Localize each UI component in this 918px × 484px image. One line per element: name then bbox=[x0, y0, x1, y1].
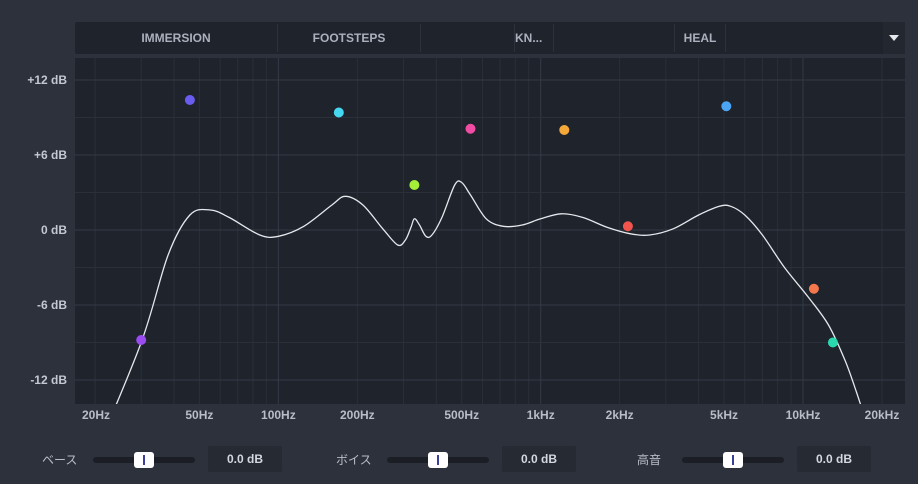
eq-response-curve bbox=[115, 180, 862, 404]
eq-graph[interactable] bbox=[75, 58, 905, 404]
x-label-50hz: 50Hz bbox=[185, 408, 214, 422]
y-label-minus6: -6 dB bbox=[37, 298, 67, 312]
bass-label: ベース bbox=[42, 453, 78, 467]
voice-slider[interactable] bbox=[387, 452, 489, 468]
tab-preset-3[interactable] bbox=[421, 24, 515, 52]
x-label-20khz: 20kHz bbox=[864, 408, 900, 422]
preset-dropdown-button[interactable] bbox=[883, 22, 905, 54]
eq-band-handle-4[interactable] bbox=[409, 180, 420, 190]
eq-band-handle-6[interactable] bbox=[559, 125, 570, 135]
tab-heal[interactable]: HEAL bbox=[675, 24, 726, 52]
x-label-1khz: 1kHz bbox=[526, 408, 555, 422]
x-label-5khz: 5kHz bbox=[710, 408, 739, 422]
eq-band-handle-2[interactable] bbox=[184, 95, 195, 105]
preset-tab-bar: IMMERSION FOOTSTEPS KN... HEAL bbox=[75, 22, 905, 54]
bass-value: 0.0 dB bbox=[208, 446, 282, 472]
tab-preset-7[interactable] bbox=[726, 24, 882, 52]
voice-value: 0.0 dB bbox=[502, 446, 576, 472]
voice-label: ボイス bbox=[336, 453, 372, 467]
eq-band-handle-10[interactable] bbox=[827, 337, 838, 348]
tab-footsteps[interactable]: FOOTSTEPS bbox=[278, 24, 421, 52]
x-label-2khz: 2kHz bbox=[605, 408, 634, 422]
tab-immersion[interactable]: IMMERSION bbox=[75, 24, 278, 52]
y-label-minus12: -12 dB bbox=[30, 373, 67, 387]
eq-band-handle-5[interactable] bbox=[465, 123, 476, 134]
eq-band-handle-3[interactable] bbox=[333, 107, 344, 118]
eq-band-handle-9[interactable] bbox=[808, 283, 819, 294]
eq-band-handle-7[interactable] bbox=[622, 221, 633, 232]
tab-preset-5[interactable] bbox=[554, 24, 675, 52]
tab-kn[interactable]: KN... bbox=[515, 24, 554, 52]
eq-graph-canvas bbox=[75, 58, 905, 404]
treble-slider[interactable] bbox=[682, 452, 784, 468]
treble-label: 高音 bbox=[637, 453, 662, 467]
bass-slider-thumb[interactable] bbox=[134, 452, 154, 468]
eq-band-handle-8[interactable] bbox=[721, 101, 732, 112]
treble-slider-thumb[interactable] bbox=[723, 452, 743, 468]
y-label-plus6: +6 dB bbox=[33, 148, 67, 162]
eq-band-handle-1[interactable] bbox=[136, 335, 147, 345]
x-label-10khz: 10kHz bbox=[785, 408, 821, 422]
x-label-100hz: 100Hz bbox=[261, 408, 296, 422]
x-label-200hz: 200Hz bbox=[339, 408, 375, 422]
y-label-plus12: +12 dB bbox=[27, 73, 67, 87]
bass-slider[interactable] bbox=[93, 452, 195, 468]
treble-value: 0.0 dB bbox=[797, 446, 871, 472]
y-label-0: 0 dB bbox=[40, 223, 67, 237]
x-label-500hz: 500Hz bbox=[444, 408, 480, 422]
voice-slider-thumb[interactable] bbox=[428, 452, 448, 468]
chevron-down-icon bbox=[889, 35, 899, 41]
x-label-20hz: 20Hz bbox=[81, 408, 111, 422]
